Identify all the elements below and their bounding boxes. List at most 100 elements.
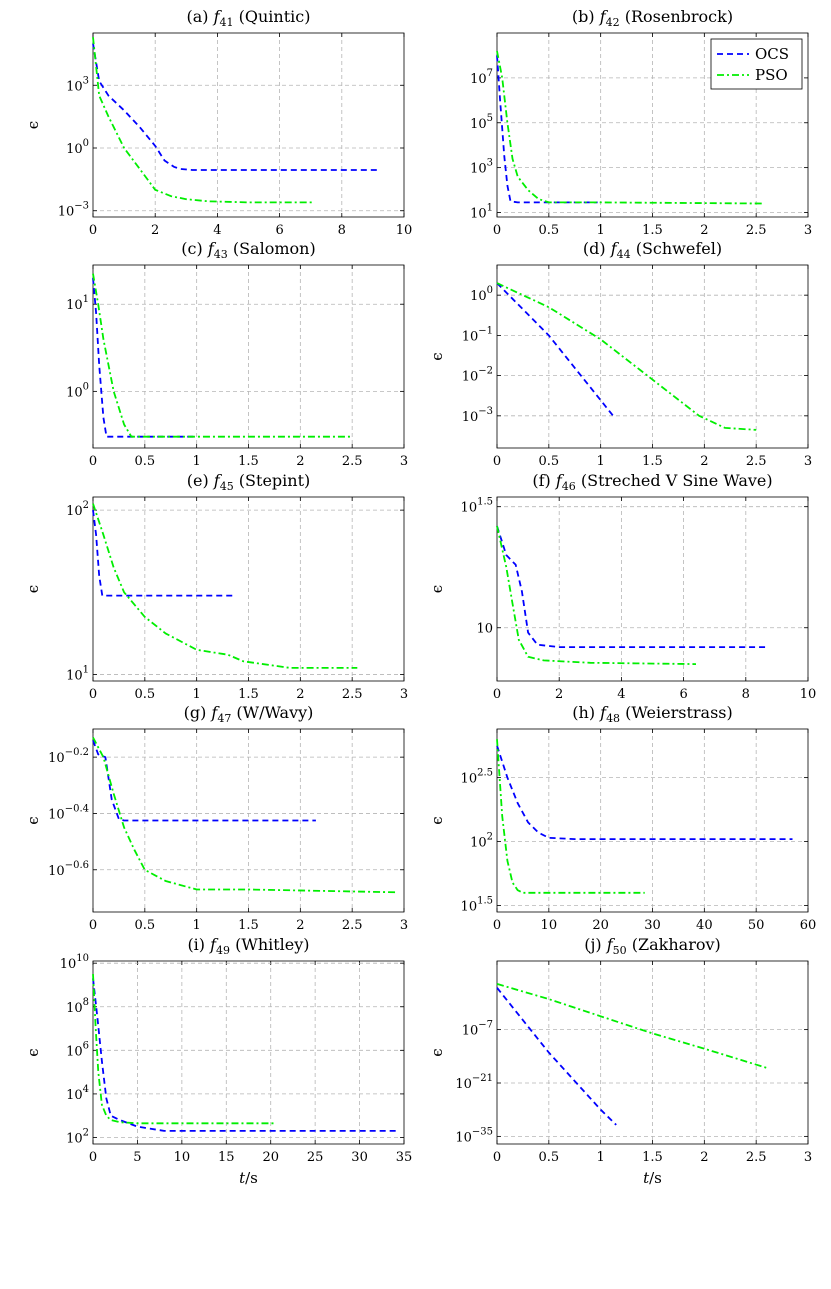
title-function-letter: f — [210, 703, 220, 722]
x-tick-label: 0.5 — [538, 223, 559, 238]
y-tick-exponent: 4 — [83, 1084, 89, 1095]
y-tick-exponent: 1 — [487, 203, 493, 214]
y-tick-base: 10 — [462, 410, 479, 425]
x-tick-label: 20 — [262, 1150, 279, 1165]
x-tick-label: 2 — [296, 918, 304, 933]
y-tick-base: 10 — [60, 957, 77, 972]
series-line-ocs — [496, 525, 768, 648]
y-tick-exponent: −21 — [472, 1073, 493, 1084]
y-tick-base: 10 — [470, 117, 487, 132]
title-function-subscript: 45 — [220, 480, 234, 493]
x-tick-label: 8 — [742, 687, 750, 702]
title-function-name: (Whitley) — [230, 935, 310, 954]
x-tick-label: 6 — [275, 223, 283, 238]
y-tick-label: 102.5 — [461, 768, 493, 787]
subplot-title: (j) f50 (Zakharov) — [584, 935, 721, 957]
x-tick-label: 3 — [400, 687, 408, 702]
x-tick-label: 0 — [493, 1150, 501, 1165]
y-tick-label: 107 — [470, 68, 493, 87]
y-tick-base: 10 — [470, 72, 487, 87]
subplot-title: (e) f45 (Stepint) — [187, 471, 311, 493]
title-function-subscript: 46 — [562, 480, 576, 493]
y-tick-exponent: 2 — [83, 1127, 89, 1138]
series-line-ocs — [92, 739, 316, 822]
series-line-ocs — [496, 745, 793, 840]
y-tick-base: 10 — [66, 1131, 83, 1146]
y-tick-label: 10−0.4 — [48, 803, 89, 822]
y-tick-label: 108 — [66, 997, 89, 1016]
plot-frame — [496, 496, 809, 682]
y-tick-base: 10 — [66, 79, 83, 94]
x-tick-label: 10 — [800, 687, 817, 702]
plot-frame — [92, 496, 405, 682]
y-tick-exponent: 2.5 — [477, 768, 493, 779]
x-tick-label: 1.5 — [238, 454, 259, 469]
x-tick-label: 0.5 — [538, 454, 559, 469]
subplot-4: (d) f44 (Schwefel)0 0.5 1 1.5 2 2.5 310010−110… — [428, 239, 812, 469]
x-tick-label: 30 — [351, 1150, 368, 1165]
x-tick-label: 0 — [493, 918, 501, 933]
series-line-pso — [496, 983, 767, 1069]
x-tick-label: 2 — [700, 1150, 708, 1165]
subplot-title: (d) f44 (Schwefel) — [583, 239, 722, 261]
x-tick-label: 2.5 — [342, 918, 363, 933]
y-axis-label: ϵ — [428, 1048, 446, 1056]
plot-frame — [92, 264, 405, 449]
title-function-letter: f — [213, 7, 223, 26]
y-tick-base: 10 — [462, 1024, 479, 1039]
y-tick-base: 10 — [461, 772, 478, 787]
title-function-name: (Weierstrass) — [620, 703, 733, 722]
title-prefix: (c) — [181, 239, 208, 258]
y-tick-label: 10−3 — [58, 201, 89, 220]
x-tick-label: 1 — [597, 1150, 605, 1165]
y-axis-label: ϵ — [428, 816, 446, 824]
y-tick-label: 10−2 — [462, 366, 493, 385]
y-tick-exponent: −0.4 — [65, 803, 89, 814]
x-tick-label: 2.5 — [342, 454, 363, 469]
series-line-pso — [496, 739, 645, 894]
x-tick-label: 40 — [696, 918, 713, 933]
title-prefix: (i) — [187, 935, 210, 954]
subplot-8: (h) f48 (Weierstrass)0 10 20 30 40 50 60102.51… — [428, 703, 816, 933]
y-tick-base: 10 — [455, 1130, 472, 1145]
y-tick-label: 102 — [66, 1127, 89, 1146]
x-tick-label: 2 — [151, 223, 159, 238]
x-label-unit: /s — [649, 1169, 662, 1187]
x-tick-label: 0.5 — [538, 1150, 559, 1165]
y-tick-exponent: 6 — [83, 1040, 89, 1051]
y-tick-exponent: −3 — [478, 406, 493, 417]
y-tick-base: 10 — [66, 1044, 83, 1059]
x-tick-label: 5 — [133, 1150, 141, 1165]
x-tick-label: 0 — [493, 454, 501, 469]
legend-label-ocs: OCS — [755, 45, 789, 63]
title-function-letter: f — [209, 935, 219, 954]
x-tick-label: 1.5 — [642, 454, 663, 469]
legend-label-pso: PSO — [755, 66, 788, 84]
x-tick-label: 0 — [89, 223, 97, 238]
y-tick-base: 10 — [470, 207, 487, 222]
y-tick-exponent: −2 — [478, 366, 493, 377]
y-tick-label: 101 — [470, 203, 493, 222]
y-tick-base: 10 — [470, 836, 487, 851]
title-prefix: (e) — [187, 471, 214, 490]
x-tick-label: 0.5 — [134, 918, 155, 933]
y-tick-exponent: −0.6 — [65, 860, 89, 871]
x-tick-label: 10 — [396, 223, 413, 238]
y-axis-label: ϵ — [24, 121, 42, 129]
x-tick-label: 1 — [193, 454, 201, 469]
y-tick-label: 100 — [66, 381, 89, 400]
y-tick-base: 10 — [66, 385, 83, 400]
x-tick-label: 1 — [597, 454, 605, 469]
title-function-letter: f — [599, 703, 609, 722]
y-tick-exponent: 2 — [487, 832, 493, 843]
subplot-title: (c) f43 (Salomon) — [181, 239, 315, 261]
y-tick-label: 101 — [66, 294, 89, 313]
y-tick-exponent: 0 — [487, 285, 493, 296]
title-prefix: (d) — [583, 239, 611, 258]
x-tick-label: 3 — [400, 454, 408, 469]
x-tick-label: 3 — [400, 918, 408, 933]
y-tick-base: 10 — [470, 162, 487, 177]
x-label-unit: /s — [245, 1169, 258, 1187]
x-tick-label: 0.5 — [134, 454, 155, 469]
title-function-letter: f — [610, 239, 620, 258]
